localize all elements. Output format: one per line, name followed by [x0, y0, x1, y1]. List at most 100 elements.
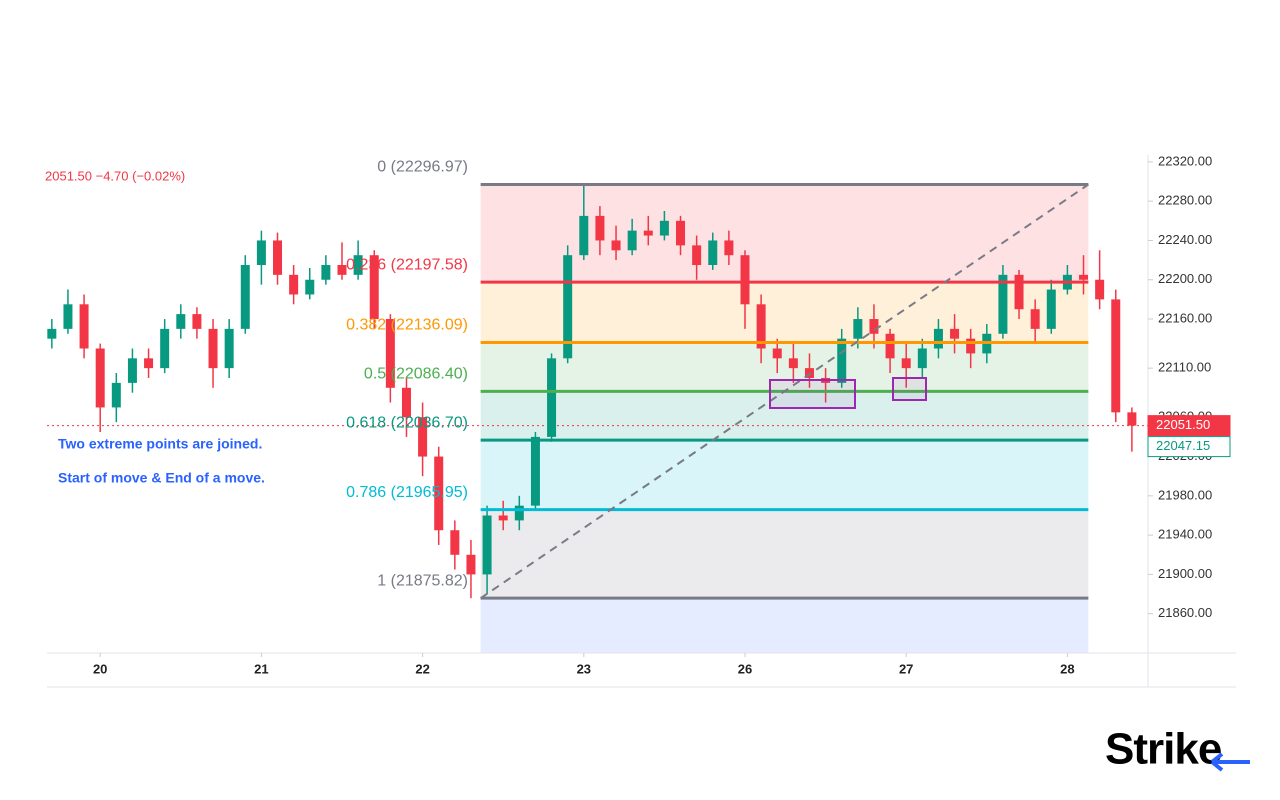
- candle-body: [47, 328, 57, 339]
- fib-level-label: 0.5 (22086.40): [364, 366, 468, 383]
- x-tick-label: 26: [738, 661, 752, 676]
- candle-body: [547, 358, 557, 437]
- candle-body: [772, 348, 782, 359]
- candle-body: [466, 554, 476, 575]
- highlight-box: [892, 377, 927, 401]
- candle-body: [434, 456, 444, 531]
- candle-body: [659, 220, 669, 236]
- candle-body: [224, 328, 234, 369]
- y-tick-label: 22110.00: [1158, 360, 1211, 375]
- x-tick-label: 21: [254, 661, 268, 676]
- x-tick-label: 22: [415, 661, 429, 676]
- candle-body: [676, 220, 686, 246]
- candle-body: [321, 265, 331, 280]
- candle-body: [160, 328, 170, 369]
- candle-body: [740, 255, 750, 305]
- fib-trend-line: [480, 183, 1089, 599]
- candle-body: [192, 314, 202, 329]
- candle-body: [885, 333, 895, 359]
- candle-body: [256, 240, 266, 266]
- candle-body: [1079, 274, 1089, 280]
- y-tick-label: 21980.00: [1158, 487, 1212, 502]
- fib-lines: 0 (22296.97) 0.236 (22197.58) 0.382 (22136…: [346, 159, 1089, 600]
- candle-body: [289, 274, 299, 295]
- y-tick-label: 22240.00: [1158, 232, 1212, 247]
- candle-body: [1095, 279, 1105, 300]
- candle-body: [353, 255, 363, 275]
- fib-level-label: 0.786 (21965.95): [346, 484, 468, 501]
- x-tick-label: 28: [1060, 661, 1074, 676]
- candle-body: [724, 240, 734, 256]
- price-header: 2051.50 −4.70 (−0.02%): [45, 168, 185, 183]
- candle-body: [563, 255, 573, 359]
- candle-body: [933, 328, 943, 349]
- fib-level-label: 1 (21875.82): [377, 572, 468, 589]
- price-marker-label: 22051.50: [1156, 417, 1210, 432]
- candle-body: [176, 314, 186, 329]
- candle-body: [401, 387, 411, 418]
- candle-body: [144, 358, 154, 369]
- fib-level-label: 0.618 (22036.70): [346, 414, 468, 431]
- candle-body: [530, 436, 540, 506]
- fib-zone: [480, 391, 1089, 441]
- candle-body: [853, 319, 863, 339]
- candle-body: [643, 230, 653, 236]
- candle-body: [708, 240, 718, 266]
- candle-body: [482, 515, 492, 575]
- y-tick-label: 22200.00: [1158, 271, 1212, 286]
- y-tick-label: 21860.00: [1158, 605, 1212, 620]
- candle-body: [1111, 299, 1121, 413]
- annotation: Start of move & End of a move.: [58, 470, 265, 486]
- candle-body: [208, 328, 218, 369]
- candle-body: [498, 515, 508, 521]
- axis-labels: 22320.00 22280.00 22240.00 22200.00 22160.00…: [93, 153, 1231, 676]
- candle-body: [595, 215, 605, 241]
- candle-body: [917, 348, 927, 369]
- candle-body: [804, 368, 814, 378]
- candle-body: [95, 348, 105, 408]
- candle-body: [756, 304, 766, 349]
- candle-body: [1030, 309, 1040, 329]
- candle-body: [1127, 412, 1137, 426]
- candle-body: [692, 245, 702, 266]
- candle-body: [611, 240, 621, 251]
- highlight-box: [769, 379, 856, 409]
- x-tick-label: 23: [577, 661, 591, 676]
- fib-level-label: 0.236 (22197.58): [346, 256, 468, 273]
- fib-zone-extension: [480, 598, 1089, 653]
- fib-level-label: 0.382 (22136.09): [346, 317, 468, 334]
- logo-arrow: [1210, 752, 1250, 772]
- price-marker: [1147, 415, 1231, 437]
- candle-body: [514, 505, 524, 521]
- candle-body: [337, 265, 347, 275]
- candle-body: [418, 417, 428, 457]
- fib-zone: [480, 440, 1089, 510]
- candle-body: [111, 382, 121, 408]
- y-tick-label: 21900.00: [1158, 566, 1212, 581]
- candle-body: [385, 319, 395, 388]
- candle-body: [901, 358, 911, 369]
- price-marker-label: 22047.15: [1156, 438, 1210, 453]
- candles: [47, 184, 1137, 599]
- y-tick-label: 22280.00: [1158, 193, 1212, 208]
- candle-body: [79, 304, 89, 349]
- logo: Strike: [1105, 725, 1221, 774]
- candle-body: [998, 274, 1008, 334]
- y-tick-label: 22160.00: [1158, 310, 1212, 325]
- candle-body: [369, 255, 379, 320]
- candle-body: [305, 279, 315, 295]
- y-tick-label: 22320.00: [1158, 153, 1212, 168]
- candle-body: [950, 328, 960, 339]
- candle-body: [788, 358, 798, 369]
- candle-body: [63, 304, 73, 329]
- candle-body: [837, 338, 847, 383]
- candle-body: [627, 230, 637, 251]
- candle-body: [273, 240, 283, 275]
- price-marker: [1147, 436, 1231, 458]
- candle-body: [127, 358, 137, 383]
- annotation: Two extreme points are joined.: [58, 436, 262, 452]
- fib-zone: [480, 509, 1089, 599]
- candle-body: [966, 338, 976, 354]
- candle-body: [1014, 274, 1024, 310]
